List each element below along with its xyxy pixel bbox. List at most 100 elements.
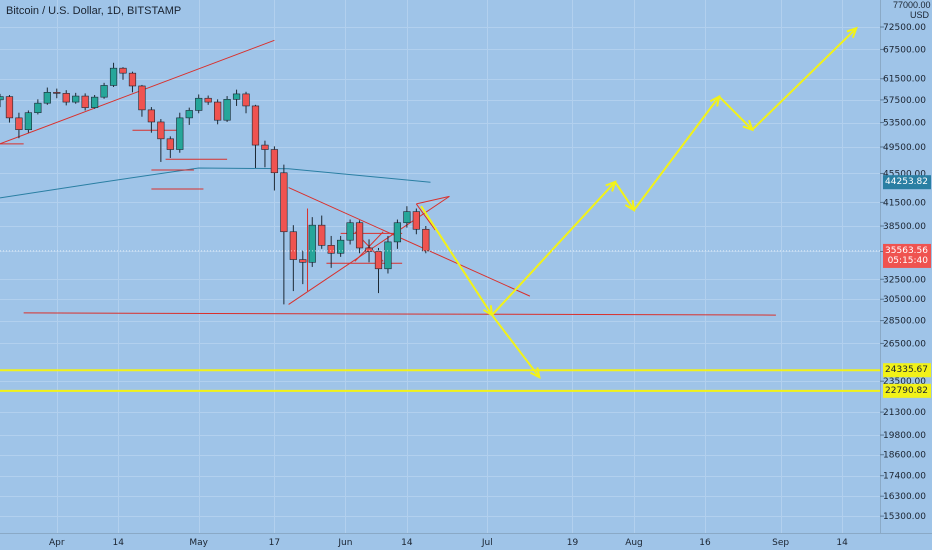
last-price-tag-text: 05:15:40 [888,256,929,266]
time-tick-label: Apr [49,538,65,548]
candle-body [138,85,146,111]
arrow-head-icon[interactable] [624,200,636,213]
candle [308,217,316,267]
trend-line[interactable] [0,39,275,145]
candle-body [289,231,297,260]
price-tick-label: 49500.00 [883,143,926,153]
price-tick-label: 41500.00 [883,198,926,208]
candle-body [337,239,345,254]
ma-value-tag: 44253.82 [883,175,931,190]
candle [403,206,411,228]
candle [157,119,165,162]
time-tick-label: Aug [625,538,643,548]
arrow-head-icon[interactable] [605,180,617,192]
candle-body [299,259,307,263]
level-2-tag-text: 22790.82 [885,386,928,396]
candle-body [204,97,212,103]
candle [109,62,118,88]
candle-body [393,222,402,243]
candle [15,112,23,139]
horizontal-levels[interactable] [0,369,880,392]
time-tick-label: May [189,538,208,548]
candle-body [280,172,288,233]
price-tick-label: 15300.00 [883,512,926,522]
candle [204,95,212,105]
price-tick-label: 19800.00 [883,431,926,441]
candle-body [355,222,364,249]
candle [346,219,354,245]
trend-line[interactable] [288,187,531,297]
candle [251,104,260,168]
candle [393,219,402,249]
grid [0,0,880,533]
candle [232,89,241,106]
level-1-tag: 24335.67 [883,363,931,378]
trend-lines[interactable] [0,39,776,316]
candle-body [81,95,89,108]
candle-body [242,93,250,107]
price-axis-caption: 77000.00 USD [893,0,931,20]
price-axis[interactable]: 72500.00 67500.00 61500.00 57500.00 53500.00… [880,23,926,522]
price-tick-label: 32500.00 [883,275,926,285]
arrow-head-icon[interactable] [846,26,858,39]
projection-branch-line[interactable] [491,314,541,378]
candle [318,215,326,249]
candle-body [15,117,23,130]
candle [412,208,420,235]
candle-body [422,228,430,252]
arrow-head-icon[interactable] [529,367,541,380]
price-tick-label: 72500.00 [883,23,926,33]
candle [43,87,51,105]
time-tick-label: 17 [269,538,280,548]
time-tick-label: 14 [113,538,125,548]
price-tick-label: 18600.00 [883,451,926,461]
price-tick-label: 45500.00 [883,169,926,179]
arrow-head-icon[interactable] [482,305,494,318]
price-tick-label: 30500.00 [883,295,926,305]
candle [242,91,250,114]
candle-body [327,245,335,254]
candle [34,99,42,115]
level-1-tag-text: 24335.67 [885,365,928,375]
candle [214,99,222,125]
candle-body [5,96,14,119]
candle-body [100,85,108,98]
projection-path[interactable] [420,26,858,380]
symbol-title[interactable]: Bitcoin / U.S. Dollar, 1D, BITSTAMP [6,5,182,17]
candle-body [223,99,231,121]
level-2-tag-box [883,383,931,398]
price-tick-label: 57500.00 [883,96,926,106]
last-price-tag-text: 35563.56 [885,246,928,256]
candle [280,164,288,305]
candle [355,220,364,254]
candle [289,225,297,292]
candle-body [214,101,222,121]
candle [62,90,70,106]
candle [176,112,184,153]
candle [261,140,269,168]
price-tick-label: 26500.00 [883,339,926,349]
candle-body [147,109,156,123]
trend-line[interactable] [23,312,776,316]
time-tick-label: Sep [772,538,789,548]
time-axis[interactable]: Apr 14 May 17 Jun 14 Jul 19 Aug 16 Sep 14 [49,538,848,548]
arrow-head-icon[interactable] [709,94,721,107]
candle [138,84,146,117]
trend-line[interactable] [415,203,436,231]
arrow-head-icon[interactable] [742,119,754,132]
candle [270,146,279,191]
candle-body [403,211,411,224]
candle-body [232,93,241,100]
candle [5,94,14,123]
candle [223,96,231,122]
candle-body [185,110,193,119]
candle-body [157,121,165,140]
candle-body [270,149,279,174]
moving-average-line [0,167,431,199]
trend-line[interactable] [416,195,450,205]
candle-body [346,222,354,241]
